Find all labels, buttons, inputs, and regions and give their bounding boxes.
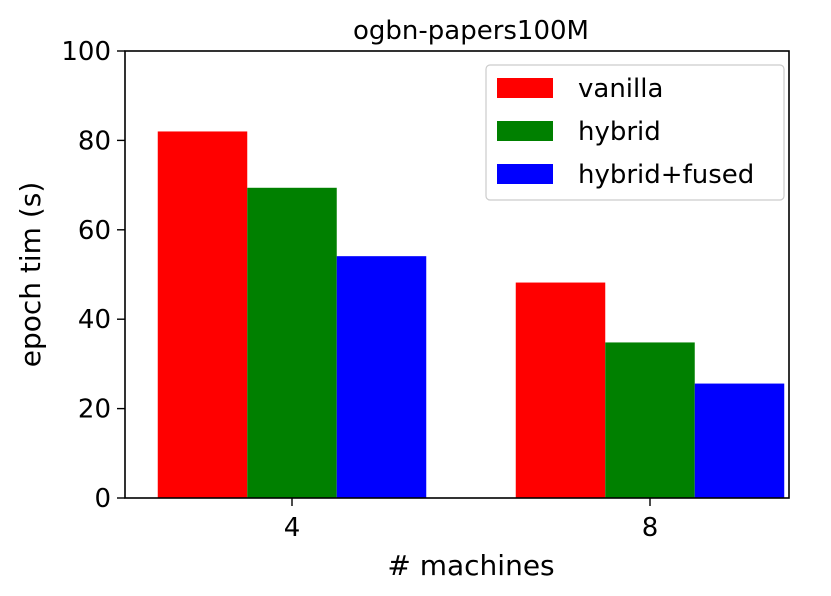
y-axis-label: epoch tim (s)	[14, 182, 47, 368]
y-tick-label: 100	[61, 37, 111, 67]
bars-group	[157, 131, 785, 499]
y-tick-label: 80	[78, 126, 111, 156]
chart-title: ogbn-papers100M	[353, 16, 589, 46]
bar-vanilla-4	[157, 131, 248, 498]
x-tick-label: 8	[642, 513, 659, 543]
y-tick-label: 60	[78, 216, 111, 246]
bar-hybrid-8	[605, 342, 695, 498]
x-tick-label: 4	[284, 513, 301, 543]
y-tick-label: 40	[78, 305, 111, 335]
y-tick-label: 0	[94, 484, 111, 514]
y-ticks-group: 0 20 40 60 80 100	[61, 37, 125, 514]
legend-swatch	[497, 121, 553, 141]
bar-hybrid-4	[247, 187, 337, 499]
legend-label: vanilla	[578, 74, 663, 104]
bar-hybrid-fused-4	[336, 256, 427, 498]
legend-label: hybrid+fused	[578, 160, 754, 190]
plot-frame	[124, 50, 790, 499]
legend-label: hybrid	[578, 117, 661, 147]
legend-box	[485, 64, 785, 201]
legend: vanilla hybrid hybrid+fused	[485, 64, 785, 201]
bar-vanilla-8	[515, 282, 606, 498]
legend-swatch	[497, 78, 553, 98]
legend-swatch	[497, 164, 553, 184]
x-axis-label: # machines	[387, 549, 554, 582]
bar-hybrid-fused-8	[694, 383, 785, 498]
y-tick-label: 20	[78, 395, 111, 425]
